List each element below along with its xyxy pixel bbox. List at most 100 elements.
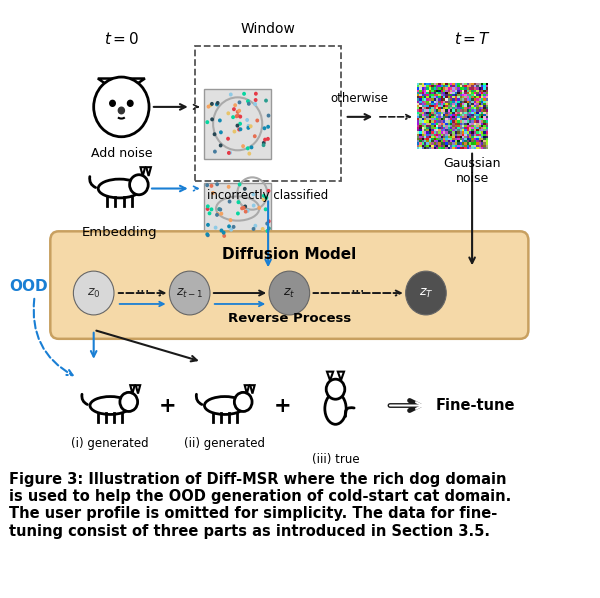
Circle shape: [268, 227, 270, 230]
Polygon shape: [245, 385, 249, 393]
Text: $t=0$: $t=0$: [104, 31, 139, 47]
Ellipse shape: [325, 393, 346, 425]
Circle shape: [229, 200, 231, 203]
Circle shape: [207, 224, 209, 226]
Circle shape: [232, 225, 235, 228]
Circle shape: [237, 201, 239, 203]
Circle shape: [214, 150, 216, 153]
Text: Diffusion Model: Diffusion Model: [222, 247, 356, 263]
Circle shape: [223, 234, 226, 237]
Circle shape: [110, 100, 115, 106]
Text: ···: ···: [350, 285, 365, 300]
Ellipse shape: [90, 396, 131, 414]
Circle shape: [247, 124, 250, 127]
Text: $z_0$: $z_0$: [87, 286, 100, 300]
Circle shape: [220, 212, 223, 215]
Circle shape: [258, 206, 260, 209]
Text: +: +: [159, 395, 176, 416]
Circle shape: [263, 194, 265, 197]
Circle shape: [265, 99, 267, 102]
Circle shape: [229, 219, 232, 221]
Circle shape: [127, 100, 133, 106]
Circle shape: [406, 271, 446, 315]
Circle shape: [220, 144, 222, 147]
Text: Fine-tune: Fine-tune: [435, 398, 515, 413]
Circle shape: [248, 102, 250, 105]
Circle shape: [230, 228, 232, 231]
Text: Add noise: Add noise: [91, 147, 152, 160]
Circle shape: [267, 126, 269, 128]
Text: incorrectly classified: incorrectly classified: [208, 188, 329, 202]
Circle shape: [206, 233, 208, 236]
Circle shape: [212, 192, 214, 194]
Circle shape: [219, 208, 221, 211]
Polygon shape: [250, 385, 254, 393]
Text: $z_t$: $z_t$: [283, 286, 295, 300]
Text: ···: ···: [135, 285, 150, 300]
FancyBboxPatch shape: [205, 89, 271, 158]
Circle shape: [94, 77, 149, 137]
Text: OOD: OOD: [9, 279, 47, 294]
Polygon shape: [327, 371, 333, 380]
Text: (iii) true: (iii) true: [311, 453, 359, 466]
Polygon shape: [125, 78, 145, 86]
Circle shape: [206, 208, 209, 210]
Circle shape: [208, 212, 211, 215]
Circle shape: [268, 220, 270, 222]
Circle shape: [232, 116, 234, 118]
Circle shape: [250, 125, 252, 127]
Text: Reverse Process: Reverse Process: [228, 312, 351, 325]
Circle shape: [238, 183, 241, 186]
Circle shape: [230, 93, 232, 96]
Circle shape: [218, 208, 220, 210]
Circle shape: [241, 207, 243, 210]
Circle shape: [118, 107, 124, 114]
Circle shape: [242, 207, 245, 209]
Circle shape: [207, 105, 209, 108]
Circle shape: [248, 152, 251, 155]
Circle shape: [244, 205, 247, 208]
Circle shape: [264, 138, 266, 141]
Circle shape: [243, 93, 245, 95]
Circle shape: [227, 138, 229, 140]
Circle shape: [220, 229, 223, 232]
Text: Gaussian
noise: Gaussian noise: [443, 157, 501, 185]
Text: Window: Window: [241, 22, 296, 36]
Circle shape: [250, 146, 253, 149]
Circle shape: [216, 183, 218, 185]
Circle shape: [268, 114, 270, 117]
Circle shape: [268, 190, 270, 192]
Circle shape: [206, 121, 208, 123]
Circle shape: [326, 379, 345, 399]
Polygon shape: [136, 385, 140, 393]
Circle shape: [253, 205, 255, 207]
Ellipse shape: [98, 179, 141, 198]
Text: (i) generated: (i) generated: [71, 437, 149, 450]
Circle shape: [227, 112, 230, 115]
Circle shape: [130, 175, 148, 195]
Circle shape: [236, 124, 239, 127]
Circle shape: [237, 114, 239, 117]
Circle shape: [218, 119, 221, 122]
Circle shape: [263, 142, 265, 144]
Circle shape: [211, 103, 213, 105]
Circle shape: [206, 234, 209, 237]
Text: +: +: [274, 395, 292, 416]
Circle shape: [209, 104, 212, 106]
Circle shape: [265, 197, 268, 199]
Circle shape: [233, 130, 236, 133]
Polygon shape: [146, 167, 151, 176]
Circle shape: [266, 230, 269, 232]
Text: Figure 3: Illustration of Diff-MSR where the rich dog domain
is used to help the: Figure 3: Illustration of Diff-MSR where…: [9, 472, 511, 539]
Circle shape: [265, 208, 267, 210]
Circle shape: [254, 93, 257, 95]
Circle shape: [254, 99, 257, 101]
Text: $t=T$: $t=T$: [454, 31, 491, 47]
Circle shape: [227, 152, 230, 154]
Circle shape: [217, 213, 219, 215]
Ellipse shape: [205, 396, 245, 414]
Circle shape: [223, 231, 225, 234]
Circle shape: [211, 118, 214, 121]
Circle shape: [234, 104, 236, 106]
Circle shape: [206, 184, 208, 187]
